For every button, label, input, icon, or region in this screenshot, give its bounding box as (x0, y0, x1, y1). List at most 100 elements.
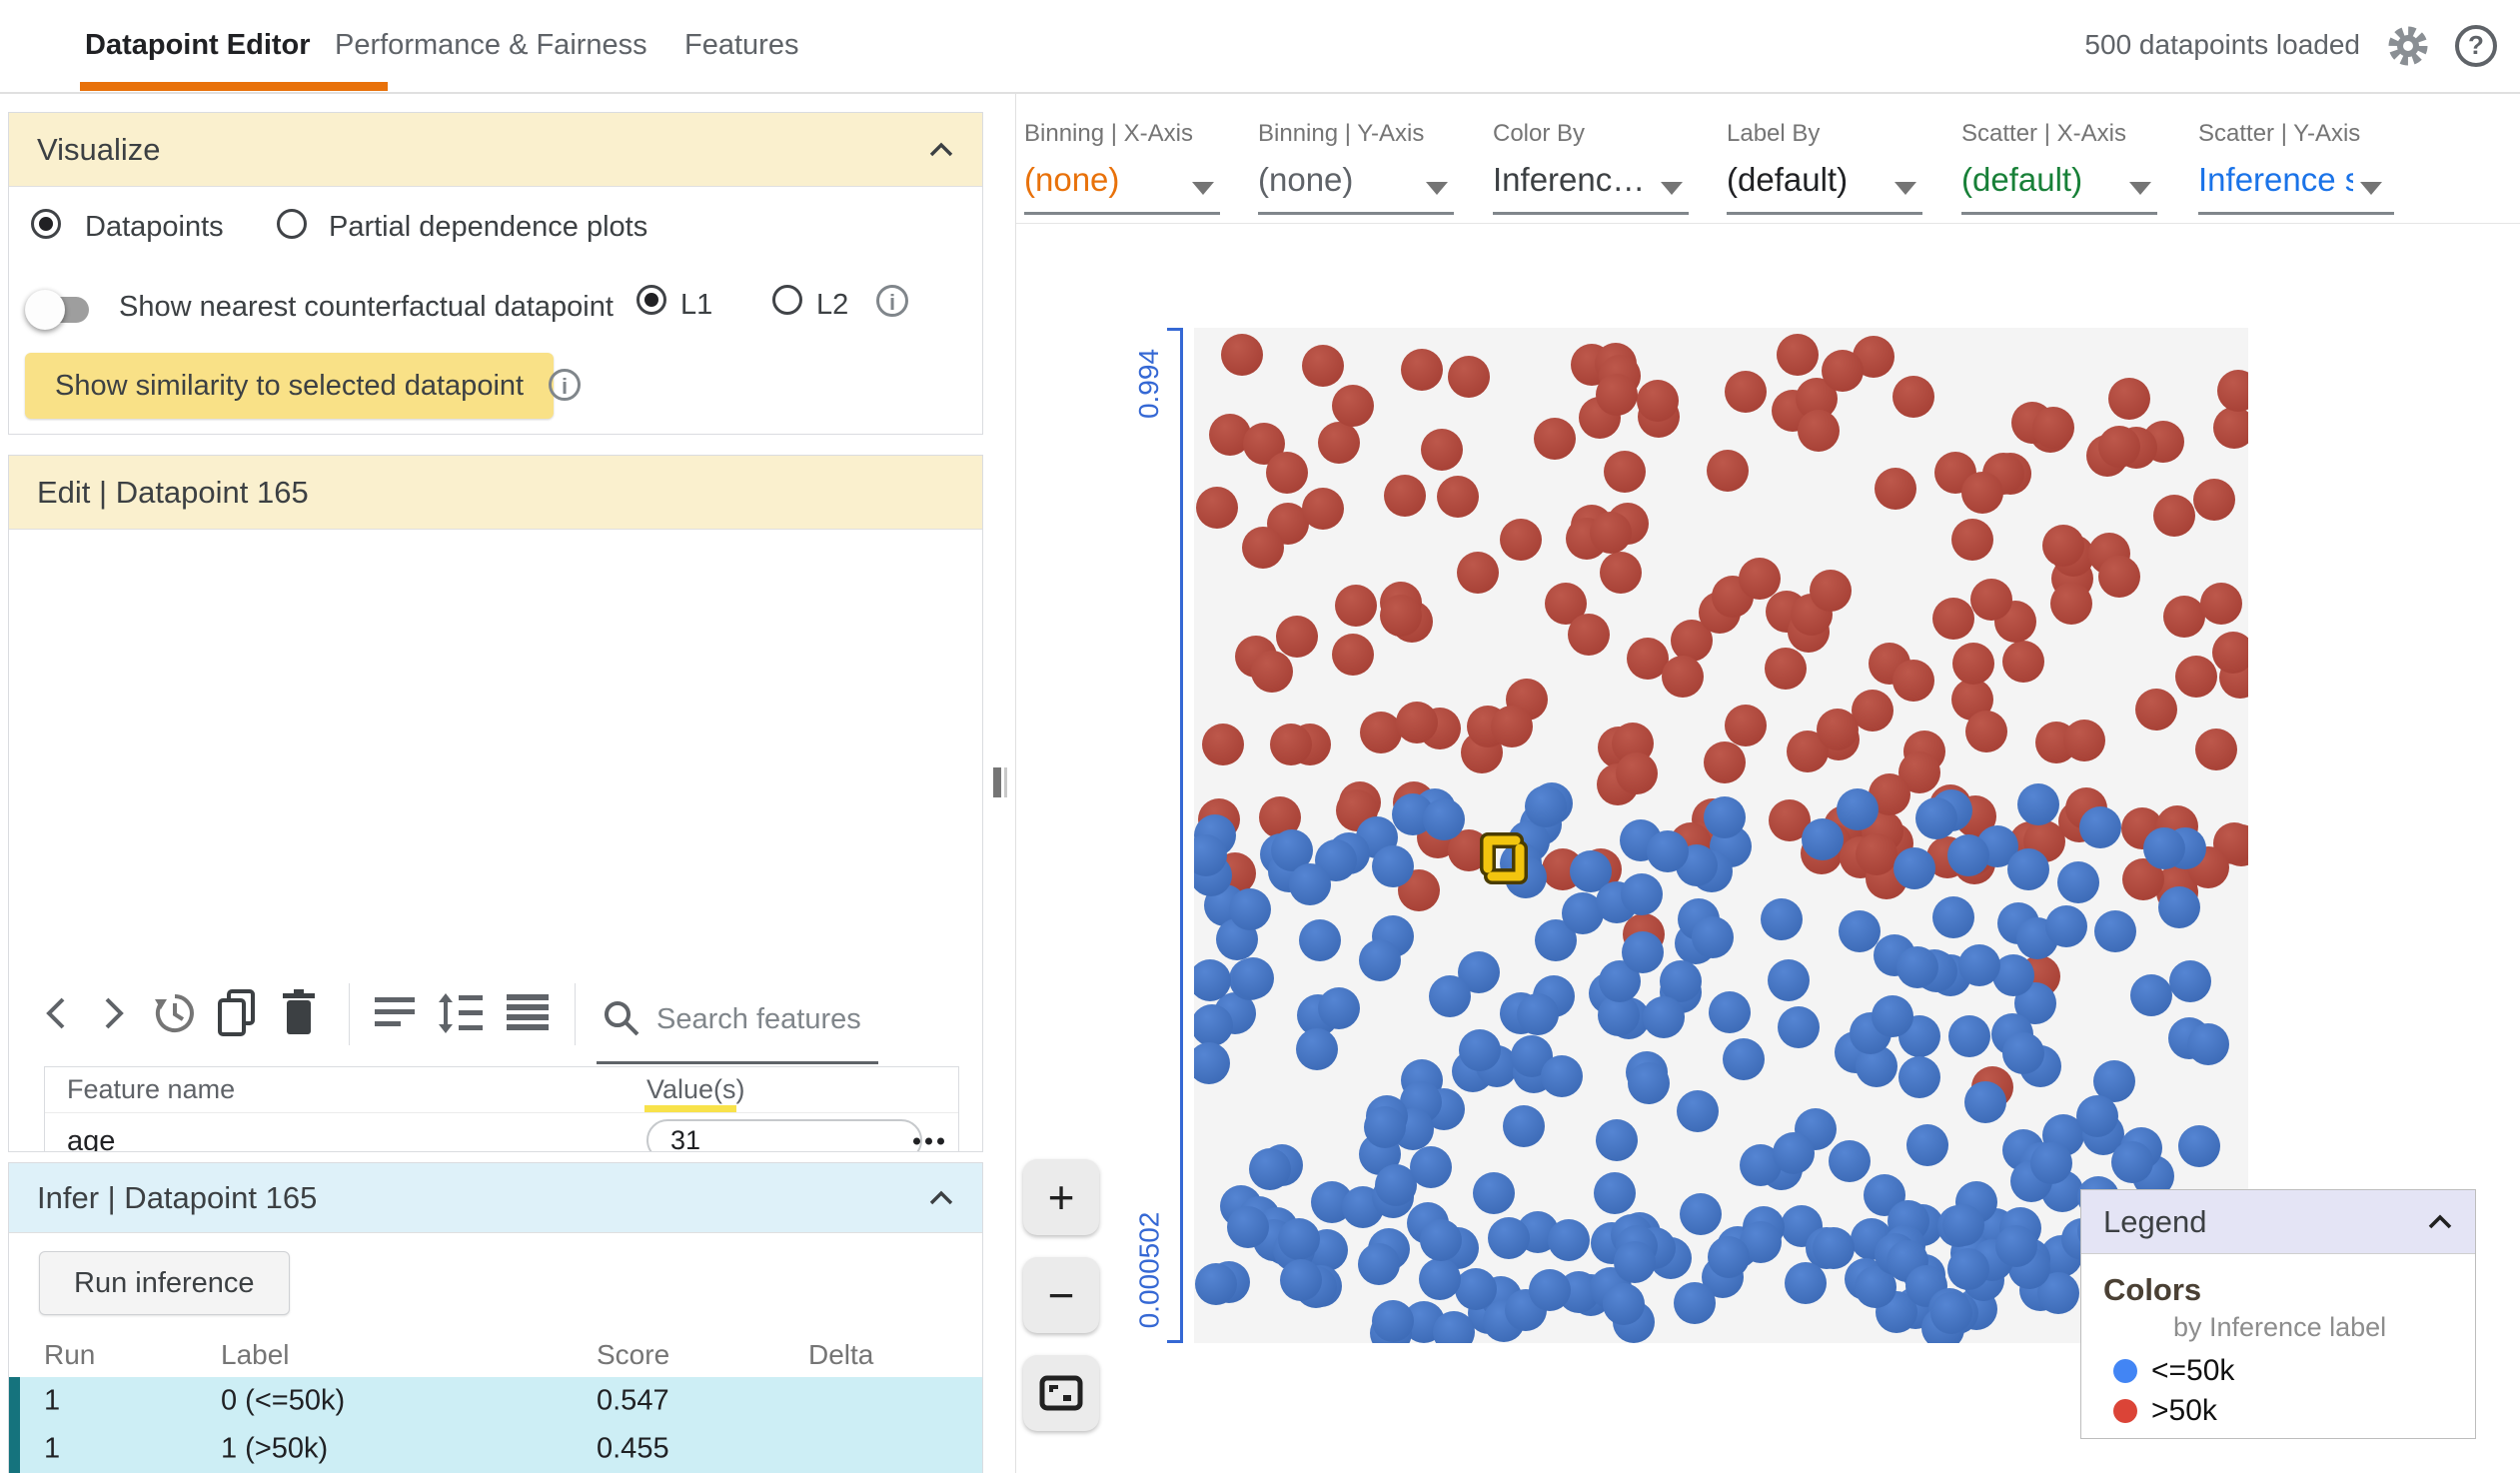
datapoint-dot[interactable] (1502, 1105, 1545, 1148)
datapoint-dot[interactable] (1724, 704, 1767, 746)
datapoint-dot[interactable] (1893, 847, 1936, 890)
datapoint-dot[interactable] (1809, 569, 1852, 612)
datapoint-dot[interactable] (2174, 655, 2217, 698)
datapoint-dot[interactable] (1374, 1164, 1417, 1207)
datapoint-dot[interactable] (1765, 647, 1808, 690)
datapoint-dot[interactable] (1194, 1003, 1233, 1046)
datapoint-dot[interactable] (1600, 551, 1643, 594)
datapoint-dot[interactable] (1201, 723, 1244, 765)
datapoint-dot[interactable] (1269, 724, 1312, 766)
datapoint-dot[interactable] (1898, 1056, 1941, 1099)
datapoint-dot[interactable] (1768, 958, 1811, 1001)
datapoint-dot[interactable] (1317, 987, 1360, 1030)
datapoint-dot[interactable] (1692, 915, 1735, 958)
datapoint-dot[interactable] (1677, 1089, 1720, 1132)
datapoint-dot[interactable] (1852, 690, 1894, 733)
datapoint-dot[interactable] (1220, 333, 1263, 376)
datapoint-dot[interactable] (1707, 450, 1750, 493)
previous-datapoint-button[interactable] (39, 993, 75, 1033)
collapse-chevron-icon[interactable] (928, 1190, 954, 1206)
datapoint-dot[interactable] (1228, 888, 1271, 931)
datapoint-dot[interactable] (1642, 996, 1685, 1039)
datapoint-dot[interactable] (1358, 1243, 1401, 1286)
datapoint-dot[interactable] (1473, 1171, 1516, 1214)
datapoint-dot[interactable] (1895, 945, 1938, 988)
datapoint-dot[interactable] (1534, 417, 1577, 460)
datapoint-dot[interactable] (1837, 787, 1880, 830)
datapoint-dot[interactable] (1660, 960, 1703, 1003)
datapoint-dot[interactable] (1364, 1106, 1407, 1149)
datapoint-dot[interactable] (1590, 512, 1633, 555)
datapoint-dot[interactable] (1941, 1204, 1984, 1247)
datapoint-dot[interactable] (2212, 631, 2248, 674)
datapoint-dot[interactable] (1822, 349, 1865, 392)
datapoint-dot[interactable] (1360, 711, 1403, 753)
counterfactual-info-icon[interactable]: i (876, 285, 908, 317)
datapoint-dot[interactable] (1517, 992, 1560, 1035)
datapoint-dot[interactable] (1662, 656, 1705, 699)
partial-dependence-radio[interactable] (277, 209, 307, 239)
datapoint-dot[interactable] (1279, 1258, 1322, 1301)
datapoint-dot[interactable] (1961, 472, 2004, 515)
datapoint-dot[interactable] (2157, 885, 2200, 928)
datapoint-dot[interactable] (1380, 595, 1423, 638)
datapoint-dot[interactable] (1547, 1219, 1590, 1262)
search-features-input[interactable]: Search features (656, 1003, 861, 1035)
datapoint-dot[interactable] (1395, 701, 1438, 743)
datapoint-dot[interactable] (1331, 385, 1374, 428)
datapoint-dot[interactable] (1947, 1248, 1990, 1291)
datapoint-dot[interactable] (2001, 1031, 2044, 1074)
datapoint-dot[interactable] (2163, 595, 2206, 638)
datapoint-dot[interactable] (1785, 1261, 1828, 1304)
datapoint-dot[interactable] (2199, 583, 2242, 626)
datapoint-dot[interactable] (1595, 1119, 1638, 1162)
datapoint-dot[interactable] (2030, 1141, 2073, 1184)
settings-gear-icon[interactable] (2384, 22, 2432, 70)
datapoint-dot[interactable] (1704, 796, 1747, 838)
inference-result-row[interactable]: 1 0 (<=50k) 0.547 (9, 1377, 982, 1425)
datapoint-dot[interactable] (1914, 797, 1957, 840)
datapoint-dot[interactable] (2212, 406, 2248, 449)
datapoint-dot[interactable] (1289, 862, 1332, 905)
datapoint-dot[interactable] (2216, 370, 2248, 413)
datapoint-dot[interactable] (1420, 429, 1463, 472)
datapoint-dot[interactable] (1227, 1205, 1270, 1248)
show-similarity-button[interactable]: Show similarity to selected datapoint (25, 353, 555, 419)
datapoint-dot[interactable] (1621, 931, 1664, 974)
datapoint-dot[interactable] (1777, 334, 1820, 377)
scatter-y-dropdown[interactable]: Inference s (2198, 161, 2353, 198)
datapoint-dot[interactable] (1524, 784, 1567, 827)
dropdown-caret-icon[interactable] (1192, 182, 1214, 195)
datapoint-dot[interactable] (1957, 943, 2000, 986)
datapoint-dot[interactable] (1856, 833, 1898, 876)
binning-y-dropdown[interactable]: (none) (1258, 161, 1354, 198)
datapoint-dot[interactable] (1951, 519, 1994, 562)
datapoint-dot[interactable] (1594, 1172, 1637, 1215)
inference-result-row[interactable]: 1 1 (>50k) 0.455 (9, 1425, 982, 1473)
datapoint-dot[interactable] (1487, 1216, 1530, 1259)
collapse-chevron-icon[interactable] (2427, 1213, 2453, 1230)
datapoint-dot[interactable] (1529, 1268, 1572, 1311)
datapoint-dot[interactable] (1816, 708, 1859, 750)
datapoint-dot[interactable] (1602, 1282, 1645, 1325)
datapoint-dot[interactable] (1627, 1062, 1670, 1105)
datapoint-dot[interactable] (1739, 557, 1782, 600)
datapoint-dot[interactable] (1428, 975, 1471, 1018)
datapoint-dot[interactable] (1456, 552, 1499, 595)
datapoint-dot[interactable] (2187, 1022, 2230, 1065)
datapoint-dot[interactable] (2049, 583, 2092, 626)
datapoint-dot[interactable] (1772, 1132, 1815, 1175)
datapoint-dot[interactable] (1874, 467, 1916, 510)
datapoint-dot[interactable] (1679, 1192, 1722, 1235)
datapoint-dot[interactable] (2042, 524, 2085, 567)
datapoint-dot[interactable] (2134, 689, 2177, 732)
datapoint-dot[interactable] (1708, 991, 1751, 1034)
datapoint-dot[interactable] (1401, 349, 1444, 392)
datapoint-dot[interactable] (1871, 995, 1913, 1038)
datapoint-dot[interactable] (1892, 660, 1935, 703)
datapoint-dot[interactable] (1334, 584, 1377, 627)
datapoint-dot[interactable] (1614, 1241, 1656, 1284)
datapoint-dot[interactable] (1317, 421, 1360, 464)
datapoint-dot[interactable] (1777, 1006, 1820, 1049)
datapoint-dot[interactable] (1422, 798, 1465, 840)
